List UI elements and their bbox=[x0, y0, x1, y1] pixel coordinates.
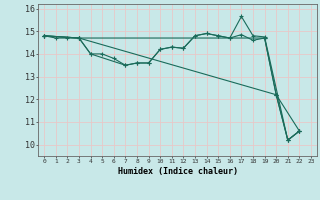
X-axis label: Humidex (Indice chaleur): Humidex (Indice chaleur) bbox=[118, 167, 238, 176]
